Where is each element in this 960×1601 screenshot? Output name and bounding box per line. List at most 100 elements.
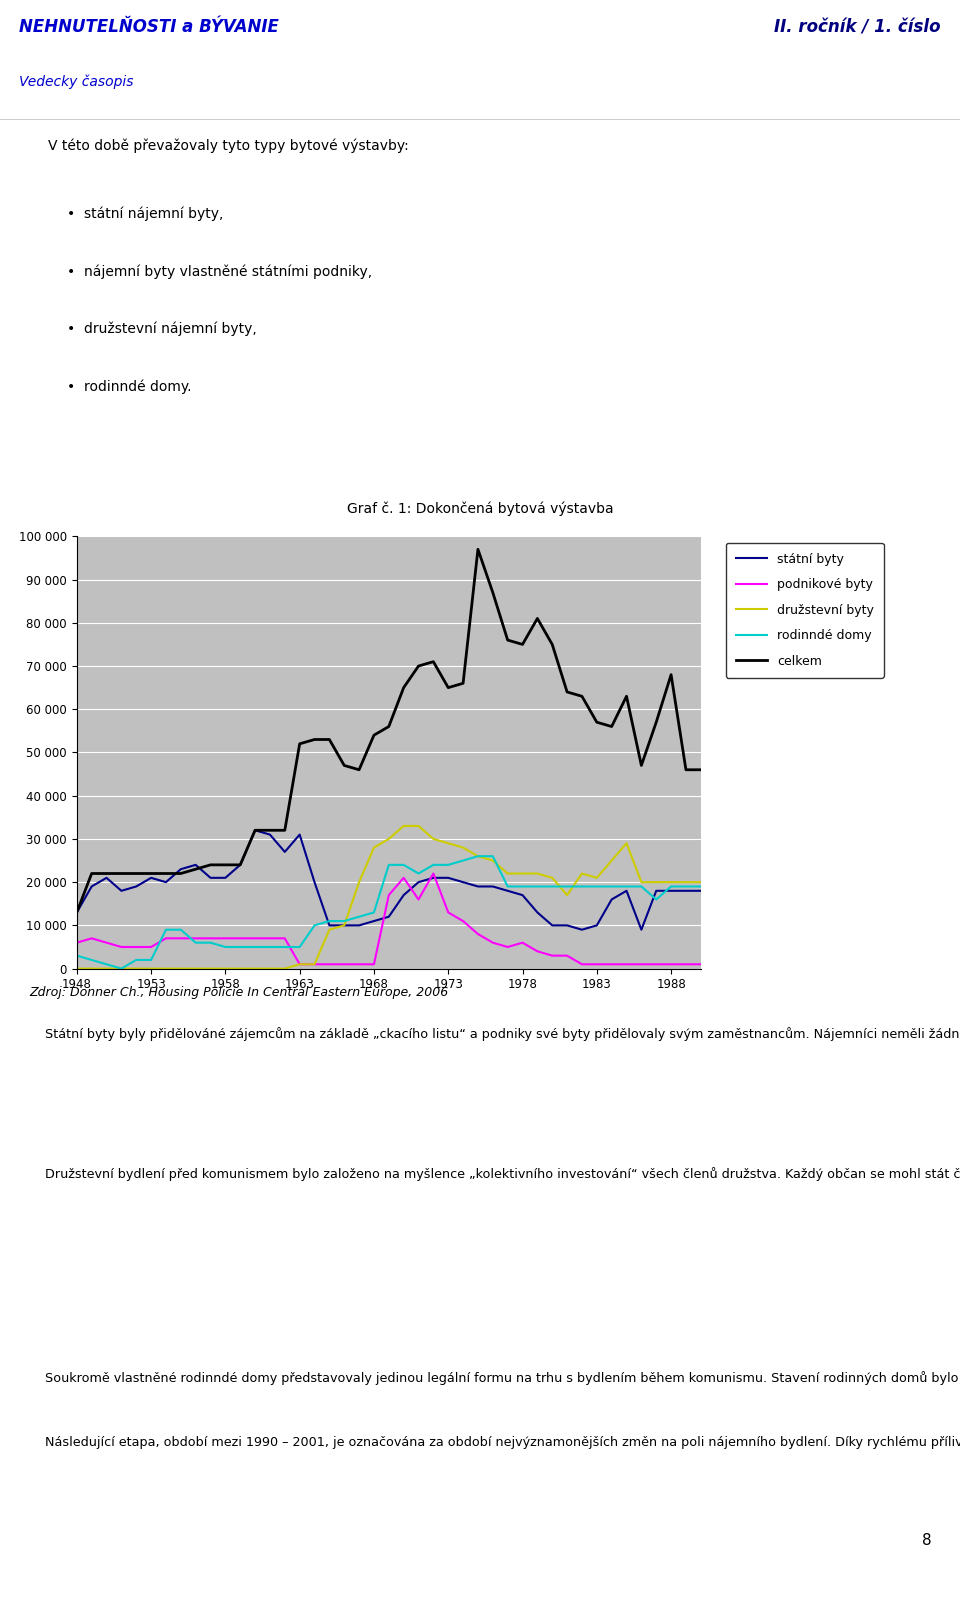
- celkem: [621, 687, 633, 706]
- Line: rodinndé domy: rodinndé domy: [77, 857, 701, 969]
- celkem: [383, 717, 395, 736]
- Legend: státní byty, podnikové byty, družstevní byty, rodinndé domy, celkem: státní byty, podnikové byty, družstevní …: [726, 543, 884, 677]
- družstevní byty: [695, 873, 707, 892]
- státní byty: [427, 868, 439, 887]
- Line: podnikové byty: podnikové byty: [77, 874, 701, 964]
- Text: V této době převažovaly tyto typy bytové výstavby:: V této době převažovaly tyto typy bytové…: [48, 138, 409, 152]
- celkem: [562, 682, 573, 701]
- rodinndé domy: [145, 951, 156, 970]
- rodinndé domy: [250, 937, 261, 956]
- rodinndé domy: [397, 855, 409, 874]
- družstevní byty: [353, 873, 365, 892]
- rodinndé domy: [175, 921, 186, 940]
- družstevní byty: [502, 865, 514, 884]
- rodinndé domy: [651, 890, 662, 909]
- celkem: [487, 583, 498, 602]
- státní byty: [591, 916, 603, 935]
- celkem: [546, 634, 558, 653]
- státní byty: [234, 855, 246, 874]
- rodinndé domy: [546, 877, 558, 897]
- družstevní byty: [324, 921, 335, 940]
- Line: družstevní byty: družstevní byty: [77, 826, 701, 969]
- státní byty: [636, 921, 647, 940]
- státní byty: [576, 921, 588, 940]
- státní byty: [665, 881, 677, 900]
- družstevní byty: [532, 865, 543, 884]
- rodinndé domy: [636, 877, 647, 897]
- rodinndé domy: [502, 877, 514, 897]
- družstevní byty: [250, 959, 261, 978]
- celkem: [651, 712, 662, 732]
- rodinndé domy: [339, 911, 350, 930]
- podnikové byty: [502, 937, 514, 956]
- Text: Státní byty byly přidělováné zájemcům na základě „ckacího listu“ a podniky své b: Státní byty byly přidělováné zájemcům na…: [29, 1028, 960, 1041]
- celkem: [457, 674, 468, 693]
- družstevní byty: [294, 954, 305, 973]
- družstevní byty: [234, 959, 246, 978]
- státní byty: [279, 842, 291, 861]
- podnikové byty: [413, 890, 424, 909]
- družstevní byty: [131, 959, 142, 978]
- celkem: [339, 756, 350, 775]
- celkem: [234, 855, 246, 874]
- družstevní byty: [472, 847, 484, 866]
- Line: celkem: celkem: [77, 549, 701, 913]
- státní byty: [397, 885, 409, 905]
- celkem: [220, 855, 231, 874]
- družstevní byty: [85, 959, 97, 978]
- podnikové byty: [309, 954, 321, 973]
- družstevní byty: [339, 916, 350, 935]
- celkem: [250, 821, 261, 841]
- celkem: [413, 656, 424, 676]
- Text: Následující etapa, období mezi 1990 – 2001, je označována za období nejvýznamoně: Následující etapa, období mezi 1990 – 20…: [29, 1434, 960, 1449]
- družstevní byty: [175, 959, 186, 978]
- státní byty: [115, 881, 127, 900]
- družstevní byty: [369, 837, 380, 857]
- rodinndé domy: [472, 847, 484, 866]
- státní byty: [681, 881, 692, 900]
- státní byty: [131, 877, 142, 897]
- podnikové byty: [131, 937, 142, 956]
- státní byty: [369, 911, 380, 930]
- celkem: [636, 756, 647, 775]
- státní byty: [472, 877, 484, 897]
- podnikové byty: [264, 929, 276, 948]
- družstevní byty: [220, 959, 231, 978]
- rodinndé domy: [204, 933, 216, 953]
- Text: Zdroj: Donner Ch., Housing Policie In Central Eastern Europe, 2006: Zdroj: Donner Ch., Housing Policie In Ce…: [29, 986, 448, 999]
- státní byty: [145, 868, 156, 887]
- rodinndé domy: [85, 951, 97, 970]
- družstevní byty: [562, 885, 573, 905]
- státní byty: [101, 868, 112, 887]
- rodinndé domy: [131, 951, 142, 970]
- rodinndé domy: [413, 865, 424, 884]
- Text: II. ročník / 1. číslo: II. ročník / 1. číslo: [775, 18, 941, 35]
- rodinndé domy: [695, 877, 707, 897]
- rodinndé domy: [562, 877, 573, 897]
- celkem: [532, 608, 543, 628]
- družstevní byty: [457, 837, 468, 857]
- rodinndé domy: [160, 921, 172, 940]
- podnikové byty: [175, 929, 186, 948]
- družstevní byty: [383, 829, 395, 849]
- celkem: [279, 821, 291, 841]
- Text: •  rodinndé domy.: • rodinndé domy.: [67, 379, 192, 394]
- celkem: [324, 730, 335, 749]
- Text: •  státní nájemní byty,: • státní nájemní byty,: [67, 207, 224, 221]
- družstevní byty: [160, 959, 172, 978]
- podnikové byty: [576, 954, 588, 973]
- družstevní byty: [145, 959, 156, 978]
- Text: 8: 8: [922, 1532, 931, 1548]
- podnikové byty: [487, 933, 498, 953]
- státní byty: [562, 916, 573, 935]
- podnikové byty: [546, 946, 558, 965]
- celkem: [681, 760, 692, 780]
- celkem: [472, 540, 484, 559]
- celkem: [160, 865, 172, 884]
- podnikové byty: [85, 929, 97, 948]
- celkem: [606, 717, 617, 736]
- podnikové byty: [204, 929, 216, 948]
- družstevní byty: [606, 852, 617, 871]
- celkem: [131, 865, 142, 884]
- státní byty: [383, 908, 395, 927]
